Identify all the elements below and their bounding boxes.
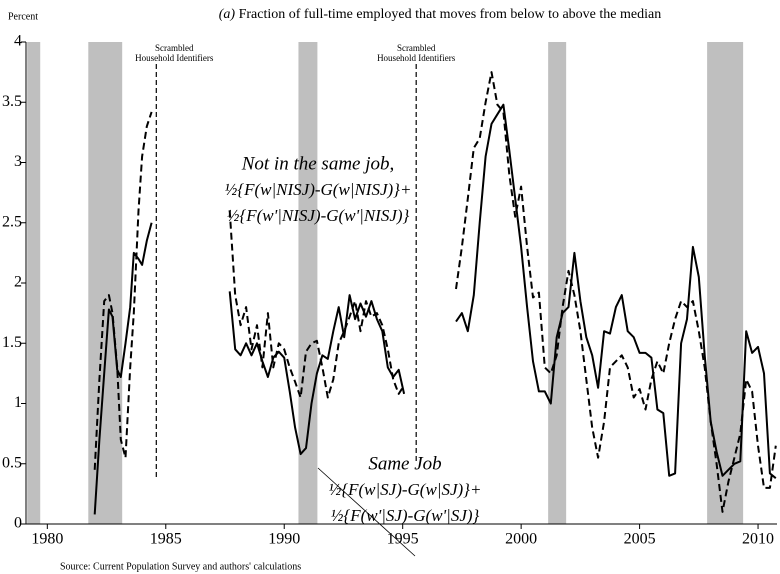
y-tick-label: 1.5 [2,334,22,351]
break-label: Household Identifiers [135,53,214,63]
y-tick-label: 4 [14,33,22,50]
break-label: Household Identifiers [377,53,456,63]
solid-series-line [93,103,777,515]
x-tick-label: 1980 [31,531,63,548]
chart-title: (a) Fraction of full-time employed that … [219,7,661,22]
recession-band [27,42,41,524]
dashed-series-line [93,71,777,513]
y-axis-label: Percent [8,11,38,22]
y-tick-label: 0.5 [2,454,22,471]
y-tick-label: 0 [14,515,22,532]
x-tick-label: 2010 [742,531,774,548]
annotation-line: ½{F(w'|NISJ)-G(w'|NISJ)} [227,206,410,225]
x-tick-label: 2005 [624,531,656,548]
x-tick-label: 2000 [505,531,537,548]
pointer-line [317,467,416,557]
recession-band [88,42,123,524]
y-tick-label: 3.5 [2,93,22,110]
title-tag: (a) [219,7,236,22]
break-label: Scrambled [155,43,194,53]
title-text: Fraction of full-time employed that move… [239,7,662,22]
annotation-line: Same Job [368,453,441,474]
y-tick-label: 3 [14,153,22,170]
x-tick-label: 1990 [268,531,300,548]
source: Source: Current Population Survey and au… [60,561,301,572]
annotation-line: Not in the same job, [241,153,395,174]
recession-band [298,42,318,524]
x-tick-label: 1985 [150,531,182,548]
recession-band [548,42,567,524]
y-tick-label: 2.5 [2,213,22,230]
annotation-line: ½{F(w|NISJ)-G(w|NISJ)}+ [225,180,412,199]
y-tick-label: 1 [14,394,22,411]
y-tick-label: 2 [14,274,22,291]
annotation-line: ½{F(w'|SJ)-G(w'|SJ)} [331,506,480,525]
recession-band [707,42,744,524]
annotation-line: ½{F(w|SJ)-G(w|SJ)}+ [329,480,482,499]
x-tick-label: 1995 [387,531,419,548]
break-label: Scrambled [397,43,436,53]
